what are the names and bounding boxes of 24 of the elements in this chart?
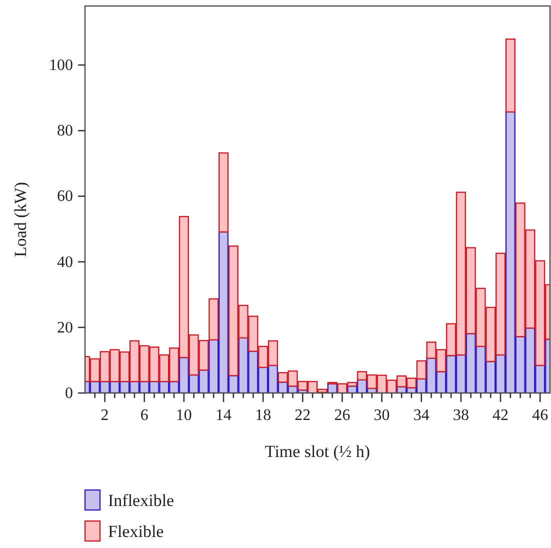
x-tick-label: 18 (255, 407, 272, 424)
x-tick-label: 34 (413, 407, 430, 424)
y-axis-title: Load (kW) (11, 182, 30, 258)
y-tick-label: 20 (57, 319, 73, 336)
x-tick-label: 38 (452, 407, 469, 424)
x-tick-label: 10 (176, 407, 192, 424)
y-tick-label: 40 (57, 254, 73, 271)
bar (505, 38, 516, 113)
x-tick-label: 22 (294, 407, 311, 424)
x-tick-label: 6 (140, 407, 148, 424)
y-tick-label: 0 (65, 385, 73, 402)
x-tick-label: 42 (492, 407, 509, 424)
x-tick-label: 2 (100, 407, 109, 424)
x-tick-label: 30 (374, 407, 390, 424)
x-tick-label: 14 (216, 407, 232, 424)
y-tick-label: 60 (57, 188, 73, 206)
legend-label: Inflexible (108, 491, 174, 510)
bar (218, 152, 229, 233)
y-tick-label: 100 (49, 57, 73, 74)
x-tick-label: 26 (334, 407, 350, 424)
y-tick-label: 80 (57, 122, 73, 140)
legend-label: Flexible (108, 522, 164, 541)
x-axis-title: Time slot (½ h) (264, 442, 370, 461)
x-tick-label: 46 (532, 407, 548, 424)
